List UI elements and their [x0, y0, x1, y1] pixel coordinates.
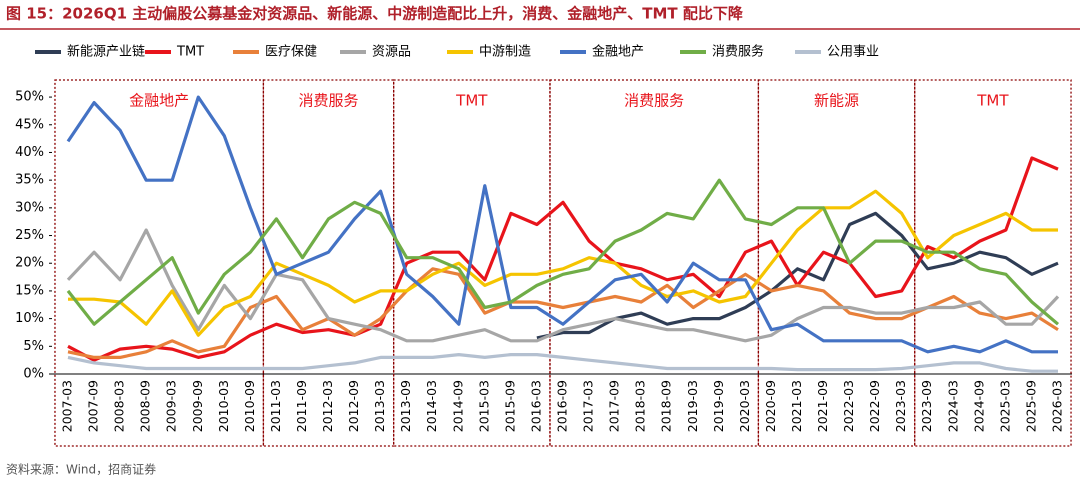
legend-label: 金融地产 [592, 44, 644, 60]
annotation-box [757, 79, 916, 447]
source-note: 资料来源：Wind，招商证券 [6, 462, 156, 477]
x-tick-label: 2025-09 [1023, 380, 1038, 432]
x-tick-label: 2022-09 [867, 380, 882, 432]
series-line [66, 178, 1060, 326]
legend-label: 医疗保健 [265, 45, 317, 60]
x-tick-label: 2011-09 [294, 380, 309, 432]
x-tick-label: 2019-03 [685, 380, 700, 432]
x-tick-label: 2016-03 [528, 380, 543, 432]
x-tick-label: 2008-03 [112, 380, 127, 432]
y-tick-label: 50% [15, 90, 44, 105]
x-tick-label: 2017-09 [607, 380, 622, 432]
x-tick-label: 2015-03 [476, 380, 491, 432]
annotation-label: 新能源 [814, 92, 859, 110]
x-tick-label: 2022-03 [841, 380, 856, 432]
legend-label: 资源品 [372, 45, 411, 60]
x-tick-label: 2008-09 [138, 380, 153, 432]
x-tick-label: 2014-09 [450, 380, 465, 432]
x-tick-label: 2024-03 [945, 380, 960, 432]
series-line [66, 228, 1060, 343]
y-tick-label: 10% [15, 311, 44, 326]
x-tick-label: 2021-09 [815, 380, 830, 432]
legend-label: 公用事业 [827, 45, 879, 60]
annotation-box [54, 79, 265, 447]
series-line [67, 267, 1059, 359]
x-tick-label: 2021-03 [789, 380, 804, 432]
x-tick-label: 2023-09 [919, 380, 934, 432]
series-line [67, 353, 1058, 373]
legend-label: 新能源产业链 [67, 44, 145, 60]
x-tick-label: 2007-03 [60, 380, 75, 432]
x-tick-label: 2025-03 [997, 380, 1012, 432]
y-tick-label: 45% [15, 117, 44, 132]
annotation-label: TMT [976, 92, 1009, 110]
y-tick-label: 30% [15, 200, 44, 215]
y-tick-label: 40% [15, 145, 44, 160]
y-tick-label: 35% [15, 173, 44, 188]
x-tick-label: 2018-09 [659, 380, 674, 432]
x-tick-label: 2019-09 [711, 380, 726, 432]
annotation-label: TMT [455, 92, 488, 110]
x-tick-label: 2014-03 [424, 380, 439, 432]
x-tick-label: 2012-03 [320, 380, 335, 432]
x-tick-label: 2009-03 [164, 380, 179, 432]
x-tick-label: 2015-09 [502, 380, 517, 432]
annotation-label: 消费服务 [624, 92, 684, 110]
y-tick-label: 5% [23, 339, 44, 354]
x-tick-label: 2010-03 [216, 380, 231, 432]
x-tick-label: 2017-03 [581, 380, 596, 432]
series-line [68, 189, 1058, 337]
x-tick-label: 2012-09 [346, 380, 361, 432]
chart-title: 图 15：2026Q1 主动偏股公募基金对资源品、新能源、中游制造配比上升，消费… [6, 5, 744, 23]
series-line [536, 211, 1059, 340]
x-tick-label: 2018-03 [633, 380, 648, 432]
x-tick-label: 2007-09 [86, 380, 101, 432]
x-tick-label: 2026-03 [1050, 380, 1065, 432]
annotation-box [393, 79, 551, 447]
x-tick-label: 2010-09 [242, 380, 257, 432]
legend-label: TMT [176, 45, 204, 60]
x-tick-label: 2020-03 [737, 380, 752, 432]
x-tick-label: 2024-09 [971, 380, 986, 432]
x-tick-label: 2020-09 [763, 380, 778, 432]
annotation-box [549, 79, 760, 447]
y-tick-label: 25% [15, 228, 44, 243]
legend-label: 中游制造 [479, 45, 531, 60]
y-tick-label: 15% [15, 283, 44, 298]
y-tick-label: 20% [15, 256, 44, 271]
y-tick-label: 0% [23, 367, 44, 382]
x-tick-label: 2023-03 [893, 380, 908, 432]
x-tick-label: 2016-09 [555, 380, 570, 432]
x-tick-label: 2009-09 [190, 380, 205, 432]
series-line [66, 95, 1058, 354]
series-line [67, 156, 1059, 362]
x-tick-label: 2011-03 [268, 380, 283, 432]
annotation-label: 消费服务 [299, 92, 359, 110]
x-tick-label: 2013-09 [398, 380, 413, 432]
annotation-label: 金融地产 [129, 92, 189, 110]
legend-label: 消费服务 [712, 44, 764, 60]
annotation-box [914, 79, 1072, 447]
x-tick-label: 2013-03 [372, 380, 387, 432]
